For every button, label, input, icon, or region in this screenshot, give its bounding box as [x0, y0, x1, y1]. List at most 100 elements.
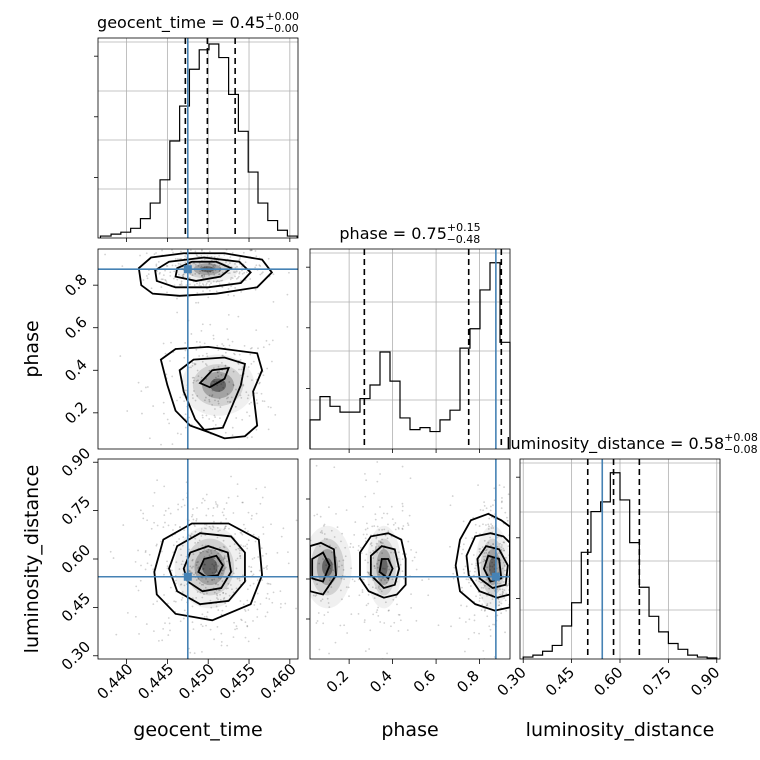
sample-point: [325, 361, 327, 363]
sample-point: [386, 652, 388, 655]
sample-point: [250, 401, 253, 404]
sample-point: [235, 417, 238, 419]
sample-point: [160, 443, 162, 446]
contour-5: [454, 512, 510, 612]
sample-point: [316, 620, 319, 622]
sample-point: [410, 593, 412, 596]
sample-point: [501, 500, 503, 503]
sample-point: [198, 282, 201, 285]
sample-point: [232, 636, 235, 639]
axes-frame: [97, 248, 299, 450]
contour-1: [154, 256, 252, 289]
sample-point: [216, 597, 218, 599]
sample-point: [192, 565, 195, 568]
sample-point: [407, 524, 410, 526]
sample-point: [383, 622, 386, 624]
sample-point: [225, 517, 228, 520]
sample-point: [516, 557, 518, 559]
sample-point: [387, 530, 390, 533]
sample-point: [266, 582, 269, 585]
sample-point: [166, 565, 169, 567]
sample-point: [139, 254, 141, 257]
sample-point: [213, 564, 215, 567]
sample-point: [162, 628, 165, 630]
sample-point: [163, 514, 166, 517]
sample-point: [489, 544, 492, 547]
sample-point: [514, 517, 516, 519]
sample-point: [165, 281, 168, 284]
sample-point: [222, 514, 225, 517]
density-shade: [322, 558, 333, 577]
sample-point: [241, 418, 244, 421]
sample-point: [171, 443, 174, 446]
sample-point: [200, 255, 203, 257]
sample-point: [503, 563, 506, 566]
sample-point: [506, 519, 509, 522]
sample-point: [211, 514, 214, 517]
sample-point: [221, 569, 224, 572]
sample-point: [225, 587, 228, 590]
sample-point: [485, 524, 487, 526]
sample-point: [218, 370, 221, 373]
sample-point: [452, 577, 455, 580]
panel-content: [299, 459, 528, 659]
sample-point: [172, 529, 174, 531]
sample-point: [369, 629, 372, 632]
sample-point: [254, 288, 257, 291]
sample-point: [258, 381, 261, 384]
sample-point: [256, 579, 259, 581]
sample-point: [480, 609, 483, 611]
sample-point: [212, 419, 215, 422]
sample-point: [222, 381, 225, 384]
sample-point: [213, 591, 216, 594]
sample-point: [215, 582, 218, 585]
sample-point: [213, 557, 216, 560]
sample-point: [301, 529, 303, 531]
sample-point: [197, 561, 199, 563]
sample-point: [338, 560, 341, 562]
sample-point: [286, 325, 289, 328]
sample-point: [366, 571, 369, 574]
sample-point: [489, 569, 491, 571]
sample-point: [193, 246, 195, 248]
y-axis-label-phase: phase: [21, 320, 43, 377]
sample-point: [191, 365, 194, 367]
sample-point: [184, 413, 187, 416]
sample-point: [169, 629, 171, 632]
sample-point: [218, 270, 221, 273]
sample-point: [318, 648, 321, 651]
sample-point: [192, 379, 195, 382]
sample-point: [138, 633, 140, 635]
sample-point: [524, 519, 526, 521]
sample-point: [421, 579, 424, 582]
sample-point: [209, 262, 212, 265]
sample-point: [299, 501, 301, 503]
sample-point: [174, 264, 177, 267]
sample-point: [144, 568, 147, 571]
sample-point: [198, 539, 201, 542]
sample-point: [406, 522, 409, 525]
sample-point: [219, 589, 221, 591]
sample-point: [218, 254, 221, 257]
sample-point: [179, 263, 182, 266]
sample-point: [227, 294, 230, 296]
sample-point: [194, 572, 197, 574]
sample-point: [244, 261, 247, 264]
sample-point: [510, 549, 512, 551]
sample-point: [228, 344, 231, 347]
x-tick-label: 0.30: [494, 663, 530, 699]
sample-point: [222, 592, 225, 594]
sample-point: [401, 502, 404, 505]
sample-point: [169, 360, 171, 362]
sample-point: [197, 578, 200, 580]
contour-1: [168, 532, 246, 606]
sample-point: [272, 591, 275, 594]
sample-point: [387, 565, 389, 568]
sample-point: [180, 505, 183, 508]
sample-point: [371, 525, 374, 528]
sample-point: [526, 520, 528, 522]
sample-point: [227, 264, 230, 267]
sample-point: [191, 558, 194, 561]
sample-point: [367, 583, 370, 586]
sample-point: [266, 367, 269, 370]
